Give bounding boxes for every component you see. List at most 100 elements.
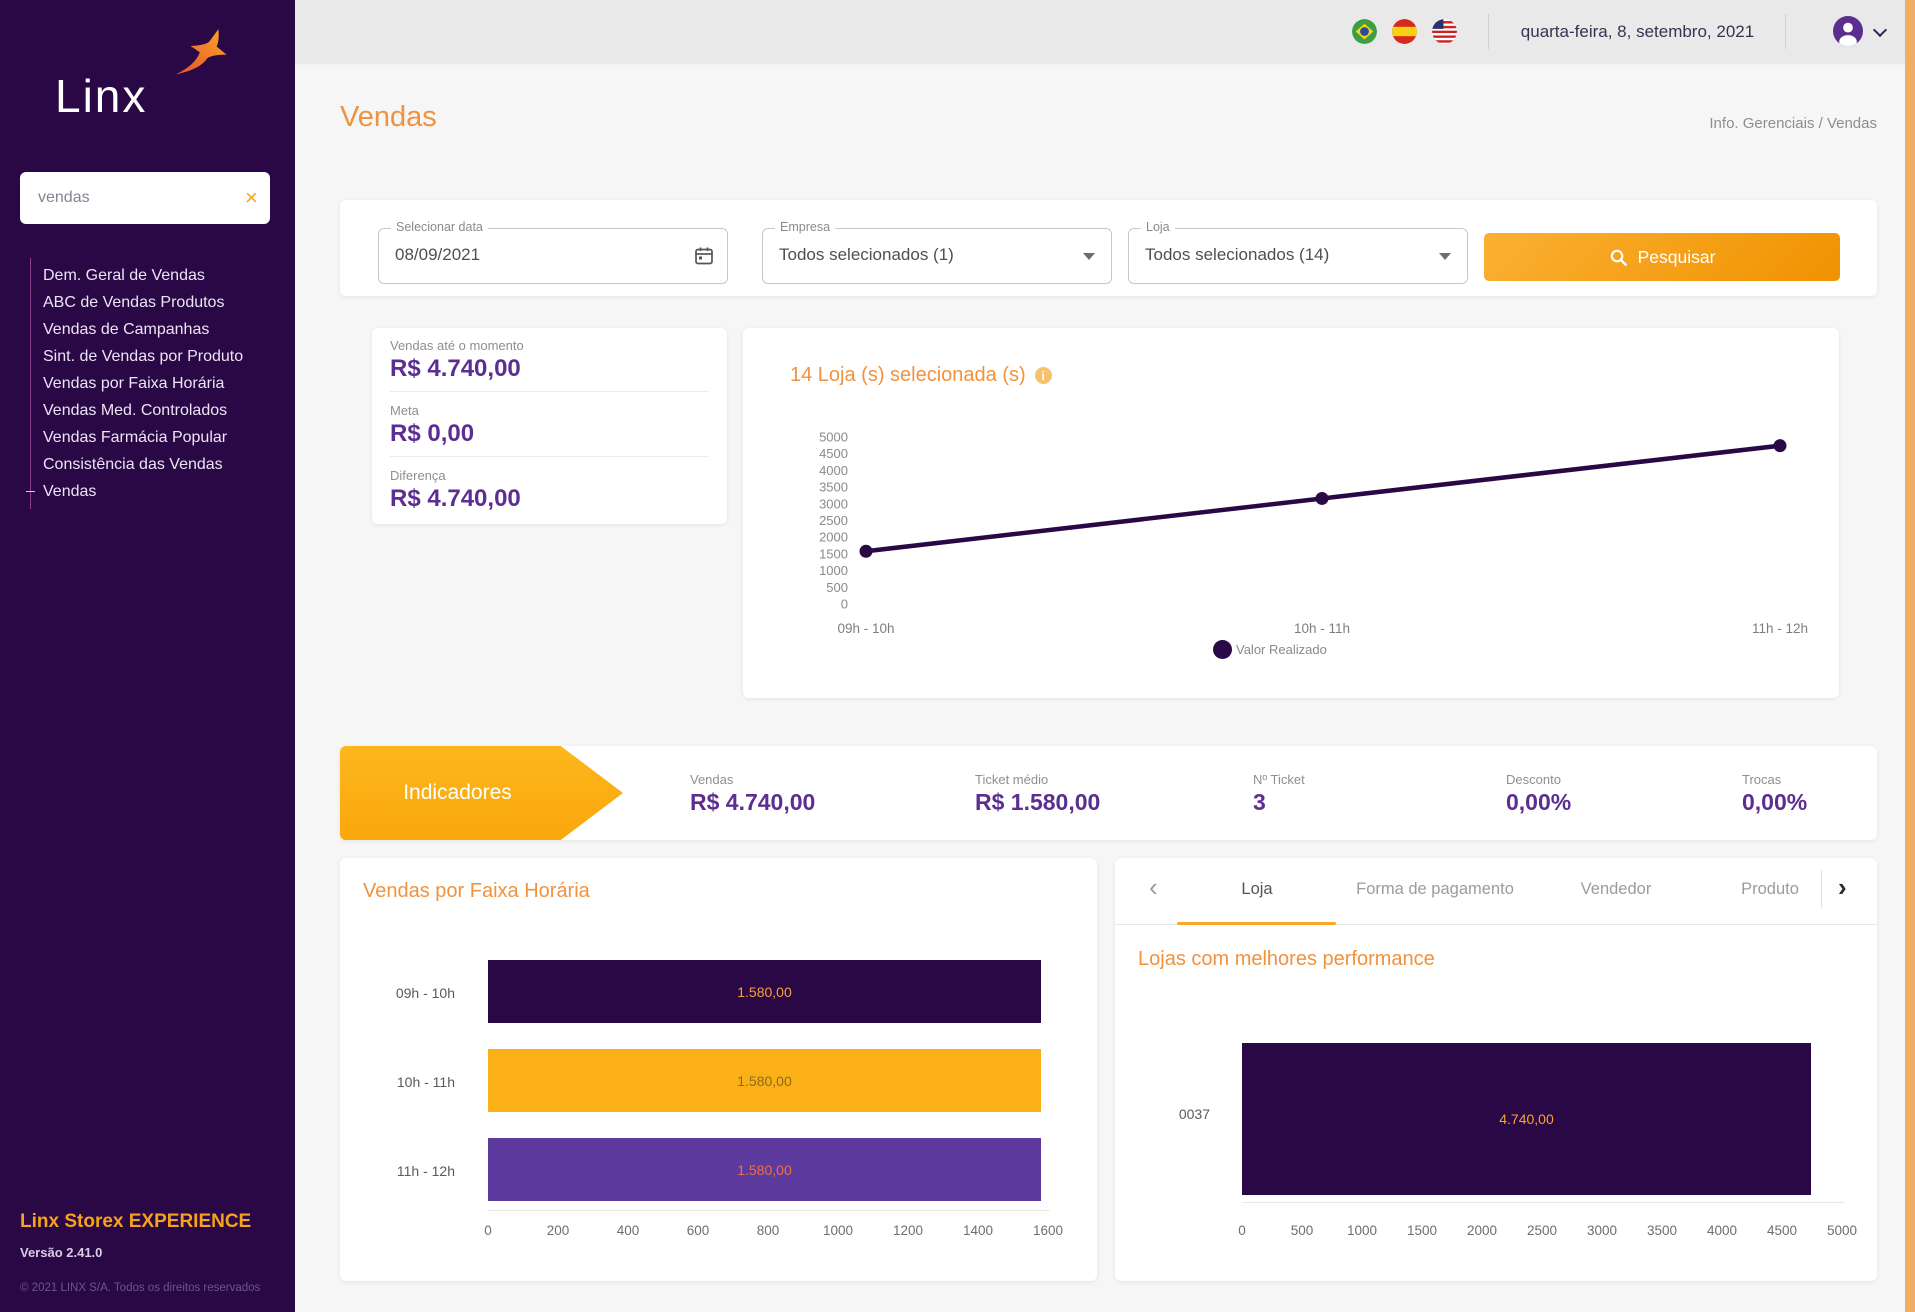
x-axis-line [488,1210,1050,1211]
sidebar-item-campanhas[interactable]: Vendas de Campanhas [43,321,210,338]
sidebar-footer: Linx Storex EXPERIENCE Versão 2.41.0 © 2… [20,1211,280,1294]
axis-tick-label: 800 [756,1223,780,1238]
svg-text:1500: 1500 [819,546,848,561]
store-chart-card: ‹ Loja Forma de pagamento Vendedor Produ… [1115,858,1877,1281]
axis-tick-label: 2000 [1466,1223,1498,1238]
indicator-trocas: Trocas 0,00% [1742,772,1808,815]
sidebar-item-dem-geral[interactable]: Dem. Geral de Vendas [43,267,205,284]
svg-text:4000: 4000 [819,463,848,478]
axis-tick-label: 2500 [1526,1223,1558,1238]
axis-tick-label: 200 [546,1223,570,1238]
kpi-label: Vendas até o momento [390,338,524,353]
logo-text: Linx [55,70,148,122]
spain-flag-icon[interactable] [1392,19,1417,44]
info-icon[interactable]: i [1034,367,1052,384]
sidebar-item-abc-vendas[interactable]: ABC de Vendas Produtos [43,294,225,311]
sidebar-item-med-controlados[interactable]: Vendas Med. Controlados [43,402,228,419]
sidebar-menu: Dem. Geral de Vendas ABC de Vendas Produ… [26,258,280,509]
bar-10h-11h: 1.580,00 [488,1049,1041,1112]
page-title: Vendas [340,101,437,133]
svg-text:5000: 5000 [819,430,848,445]
indicator-ticket-medio: Ticket médio R$ 1.580,00 [975,772,1101,815]
tab-vendedor[interactable]: Vendedor [1580,880,1652,898]
line-chart-title: 14 Loja (s) selecionada (s) i [790,364,1052,387]
bar-category: 11h - 12h [396,1163,455,1179]
filters-card: Selecionar data 08/09/2021 Empresa Todos… [340,200,1877,296]
indicator-n-ticket: Nº Ticket 3 [1253,772,1305,815]
svg-text:4500: 4500 [819,446,848,461]
sidebar-search[interactable]: × [20,172,270,224]
topbar-divider [1785,14,1786,49]
svg-text:3500: 3500 [819,480,848,495]
bar-11h-12h: 1.580,00 [488,1138,1041,1201]
clear-search-icon[interactable]: × [245,185,258,210]
svg-text:11h - 12h: 11h - 12h [1752,621,1808,636]
tab-bar: ‹ Loja Forma de pagamento Vendedor Produ… [1115,858,1877,925]
indicator-desconto: Desconto 0,00% [1506,772,1572,815]
current-date: quarta-feira, 8, setembro, 2021 [1520,21,1755,41]
axis-tick-label: 4500 [1766,1223,1798,1238]
kpi-value: R$ 0,00 [390,420,475,447]
loja-label: Loja [1141,220,1175,234]
caret-down-icon [1439,253,1451,260]
user-avatar-icon[interactable] [1833,16,1863,46]
active-tab-underline [1177,922,1336,925]
indicators-banner: Indicadores [340,746,623,840]
kpi-vendas-ate-momento: Vendas até o momento R$ 4.740,00 [390,328,709,392]
chevron-down-icon[interactable] [1872,22,1888,38]
search-input[interactable] [38,189,245,207]
bar-category: 09h - 10h [395,985,455,1001]
tab-forma-pagamento[interactable]: Forma de pagamento [1356,880,1514,898]
calendar-icon[interactable] [693,245,715,267]
kpi-label: Meta [390,403,419,418]
tabs-next-icon[interactable]: › [1821,870,1847,908]
brazil-flag-icon[interactable] [1352,19,1377,44]
linx-logo: Linx [55,28,230,123]
tab-loja[interactable]: Loja [1241,880,1273,898]
usa-flag-icon[interactable] [1432,19,1457,44]
bar-value: 1.580,00 [737,983,792,1000]
empresa-value: Todos selecionados (1) [779,245,954,264]
date-field-label: Selecionar data [391,220,488,234]
axis-tick-label: 5000 [1826,1223,1858,1238]
hour-chart-card: Vendas por Faixa Horária 09h - 10h 1.580… [340,858,1097,1281]
axis-tick-label: 3500 [1646,1223,1678,1238]
date-field-value: 08/09/2021 [395,245,481,264]
indicator-vendas: Vendas R$ 4.740,00 [690,772,816,815]
sidebar: Linx × Dem. Geral de Vendas ABC de Venda… [0,0,295,1312]
pesquisar-button[interactable]: Pesquisar [1484,233,1840,281]
kpi-label: Diferença [390,468,446,483]
sidebar-item-sint-produto[interactable]: Sint. de Vendas por Produto [43,348,244,365]
legend-label: Valor Realizado [1236,642,1327,657]
main-content: Vendas Info. Gerenciais / Vendas Selecio… [295,63,1905,1312]
sidebar-item-vendas[interactable]: Vendas [26,478,280,505]
sidebar-item-consistencia[interactable]: Consistência das Vendas [43,456,223,473]
axis-tick-label: 3000 [1586,1223,1618,1238]
svg-text:0: 0 [841,597,848,612]
tab-produto[interactable]: Produto [1741,880,1799,898]
svg-text:3000: 3000 [819,496,848,511]
empresa-select[interactable]: Empresa Todos selecionados (1) [762,220,1112,284]
date-field[interactable]: Selecionar data 08/09/2021 [378,220,728,284]
axis-tick-label: 500 [1290,1223,1314,1238]
kpi-card: Vendas até o momento R$ 4.740,00 Meta R$… [372,328,727,524]
loja-select[interactable]: Loja Todos selecionados (14) [1128,220,1468,284]
x-axis-line [1242,1202,1844,1203]
sidebar-item-farmacia-popular[interactable]: Vendas Farmácia Popular [43,429,228,446]
x-axis-ticks: 0 500 1000 1500 2000 2500 3000 3500 4000 4500 5000 [1238,1223,1857,1243]
pesquisar-label: Pesquisar [1637,246,1716,267]
axis-tick-label: 1200 [892,1223,924,1238]
svg-text:10h - 11h: 10h - 11h [1294,621,1350,636]
tabs-prev-icon[interactable]: ‹ [1149,872,1158,902]
axis-tick-label: 4000 [1706,1223,1738,1238]
sidebar-item-faixa-horaria[interactable]: Vendas por Faixa Horária [43,375,225,392]
axis-tick-label: 0 [484,1223,492,1238]
bar-value: 1.580,00 [737,1161,792,1178]
breadcrumb[interactable]: Info. Gerenciais / Vendas [1709,115,1877,132]
active-item-dash [26,491,35,492]
svg-text:500: 500 [826,580,848,595]
line-chart-card: 14 Loja (s) selecionada (s) i 0 500 1000 15… [743,328,1839,698]
bar-09h-10h: 1.580,00 [488,960,1041,1023]
scrollbar[interactable] [1905,0,1915,1312]
